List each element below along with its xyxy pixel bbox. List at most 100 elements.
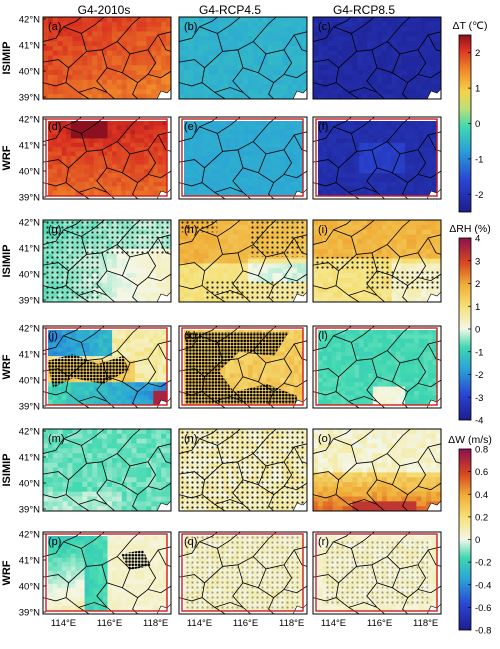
- heatmap-cell: [57, 70, 64, 76]
- heatmap-cell: [409, 181, 415, 187]
- heatmap-cell: [421, 41, 427, 47]
- heatmap-cell: [102, 134, 109, 140]
- heatmap-cell: [98, 181, 104, 187]
- heatmap-cell: [48, 142, 54, 148]
- heatmap-cell: [317, 273, 324, 279]
- heatmap-cell: [57, 79, 64, 86]
- heatmap-cell: [257, 181, 263, 187]
- heatmap-cell: [131, 74, 138, 81]
- heatmap-cell: [322, 74, 329, 81]
- heatmap-cell: [102, 399, 109, 405]
- heatmap-cell: [112, 147, 118, 153]
- heatmap-cell: [272, 41, 279, 47]
- heatmap-cell: [280, 138, 286, 144]
- heatmap-cell: [62, 21, 69, 28]
- heatmap-cell: [162, 125, 168, 131]
- heatmap-cell: [347, 239, 353, 245]
- heatmap-cell: [372, 177, 379, 183]
- heatmap-cell: [116, 351, 122, 357]
- heatmap-cell: [146, 55, 152, 62]
- heatmap-cell: [111, 268, 118, 274]
- heatmap-cell: [252, 125, 258, 131]
- heatmap-cell: [72, 21, 79, 28]
- heatmap-cell: [139, 142, 145, 148]
- heatmap-cell: [426, 229, 432, 236]
- heatmap-cell: [332, 36, 339, 42]
- heatmap-cell: [395, 168, 401, 174]
- heatmap-cell: [151, 17, 157, 23]
- heatmap-cell: [179, 26, 185, 33]
- heatmap-cell: [381, 36, 388, 42]
- heatmap-cell: [416, 297, 422, 302]
- heatmap-cell: [243, 164, 249, 170]
- heatmap-cell: [270, 382, 277, 388]
- heatmap-cell: [216, 151, 222, 157]
- heatmap-cell: [52, 125, 58, 131]
- heatmap-cell: [280, 190, 286, 196]
- heatmap-cell: [57, 395, 63, 401]
- heatmap-cell: [416, 229, 422, 236]
- heatmap-cell: [193, 142, 199, 148]
- heatmap-cell: [386, 138, 392, 144]
- heatmap-cell: [406, 55, 413, 62]
- heatmap-cell: [396, 55, 403, 62]
- heatmap-cell: [362, 84, 368, 90]
- heatmap-cell: [421, 36, 427, 42]
- county-boundary: [63, 117, 105, 134]
- heatmap-cell: [183, 36, 190, 42]
- heatmap-cell: [342, 220, 349, 226]
- heatmap-cell: [72, 65, 79, 71]
- heatmap-cell: [277, 55, 283, 62]
- heatmap-cell: [139, 382, 145, 388]
- heatmap-cell: [157, 382, 164, 388]
- heatmap-cell: [188, 181, 194, 187]
- heatmap-cell: [208, 50, 215, 57]
- heatmap-cell: [218, 45, 224, 52]
- panel-letter: (c): [318, 21, 331, 33]
- heatmap-cell: [52, 70, 59, 76]
- heatmap-cell: [121, 121, 127, 126]
- heatmap-cell: [156, 21, 162, 28]
- heatmap-cell: [252, 160, 258, 166]
- heatmap-cell: [228, 263, 234, 269]
- panel-letter: (a): [48, 21, 61, 33]
- heatmap-cell: [188, 173, 194, 179]
- heatmap-cell: [61, 390, 67, 396]
- heatmap-cell: [248, 377, 254, 383]
- heatmap-cell: [148, 164, 154, 170]
- heatmap-cell: [248, 142, 254, 148]
- heatmap-cell: [317, 60, 324, 66]
- heatmap-cell: [257, 74, 264, 81]
- heatmap-cell: [156, 89, 162, 95]
- heatmap-cell: [134, 347, 141, 353]
- heatmap-cell: [89, 351, 95, 357]
- heatmap-cell: [107, 377, 113, 383]
- heatmap-cell: [270, 177, 277, 183]
- heatmap-cell: [97, 55, 103, 62]
- heatmap-cell: [233, 89, 239, 95]
- heatmap-cell: [350, 138, 356, 144]
- heatmap-cell: [193, 89, 200, 95]
- heatmap-cell: [270, 129, 277, 135]
- panel-frame: [42, 325, 172, 409]
- heatmap-cell: [372, 84, 378, 90]
- heatmap-cell: [262, 45, 269, 52]
- heatmap-cell: [228, 258, 234, 265]
- heatmap-cell: [267, 17, 274, 23]
- heatmap-cell: [116, 386, 122, 392]
- heatmap-cell: [67, 36, 74, 42]
- heatmap-cell: [188, 121, 194, 126]
- heatmap-cell: [257, 55, 264, 62]
- heatmap-cell: [282, 89, 288, 95]
- heatmap-cell: [121, 377, 127, 383]
- heatmap-cell: [107, 386, 113, 392]
- heatmap-cell: [272, 273, 279, 279]
- heatmap-cell: [257, 190, 263, 196]
- heatmap-cell: [102, 356, 109, 362]
- heatmap-cell: [359, 160, 365, 166]
- heatmap-cell: [112, 377, 118, 383]
- heatmap-cell: [62, 84, 69, 90]
- heatmap-cell: [144, 125, 150, 131]
- heatmap-cell: [266, 364, 272, 370]
- heatmap-cell: [166, 268, 171, 274]
